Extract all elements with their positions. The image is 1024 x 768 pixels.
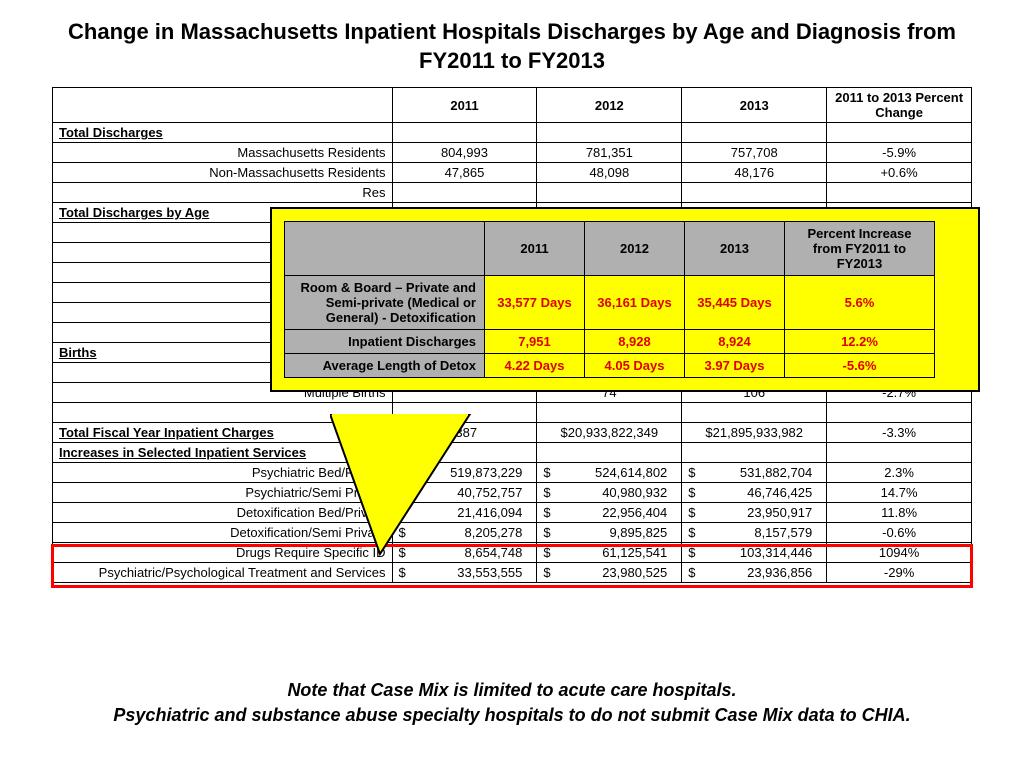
callout-cell: 12.2% bbox=[785, 330, 935, 354]
footnote: Note that Case Mix is limited to acute c… bbox=[0, 678, 1024, 728]
header-pctchg: 2011 to 2013 Percent Change bbox=[827, 88, 972, 123]
header-2012: 2012 bbox=[537, 88, 682, 123]
cell: $531,882,704 bbox=[682, 463, 827, 483]
callout-table: 2011 2012 2013 Percent Increase from FY2… bbox=[284, 221, 935, 378]
cell: 757,708 bbox=[682, 143, 827, 163]
cell: -3.3% bbox=[827, 423, 972, 443]
row-label: Psychiatric/Psychological Treatment and … bbox=[53, 563, 393, 583]
row-label: Res bbox=[53, 183, 393, 203]
cell: 781,351 bbox=[537, 143, 682, 163]
cell: $23,950,917 bbox=[682, 503, 827, 523]
callout-cell: 33,577 Days bbox=[485, 276, 585, 330]
cell: 47,865 bbox=[392, 163, 537, 183]
header-blank bbox=[53, 88, 393, 123]
cell: $33,553,555 bbox=[392, 563, 537, 583]
cell: 48,098 bbox=[537, 163, 682, 183]
callout-h2013: 2013 bbox=[685, 222, 785, 276]
cell: $524,614,802 bbox=[537, 463, 682, 483]
cell: +0.6% bbox=[827, 163, 972, 183]
callout-blank bbox=[285, 222, 485, 276]
cell: $23,980,525 bbox=[537, 563, 682, 583]
callout-cell: 4.22 Days bbox=[485, 354, 585, 378]
cell: $21,895,933,982 bbox=[682, 423, 827, 443]
header-2013: 2013 bbox=[682, 88, 827, 123]
row-label: Massachusetts Residents bbox=[53, 143, 393, 163]
callout-r1-label: Room & Board – Private and Semi-private … bbox=[285, 276, 485, 330]
cell: 48,176 bbox=[682, 163, 827, 183]
callout-cell: 8,928 bbox=[585, 330, 685, 354]
page-title: Change in Massachusetts Inpatient Hospit… bbox=[0, 0, 1024, 87]
callout-box: 2011 2012 2013 Percent Increase from FY2… bbox=[270, 207, 980, 392]
cell: $46,746,425 bbox=[682, 483, 827, 503]
callout-cell: 3.97 Days bbox=[685, 354, 785, 378]
cell: 2.3% bbox=[827, 463, 972, 483]
section-total-discharges: Total Discharges bbox=[53, 123, 393, 143]
footnote-line1: Note that Case Mix is limited to acute c… bbox=[0, 678, 1024, 703]
callout-h2011: 2011 bbox=[485, 222, 585, 276]
cell: -29% bbox=[827, 563, 972, 583]
callout-r3-label: Average Length of Detox bbox=[285, 354, 485, 378]
callout-cell: 7,951 bbox=[485, 330, 585, 354]
row-label: Non-Massachusetts Residents bbox=[53, 163, 393, 183]
cell: $20,933,822,349 bbox=[537, 423, 682, 443]
cell: $8,157,579 bbox=[682, 523, 827, 543]
callout-cell: 35,445 Days bbox=[685, 276, 785, 330]
cell: $103,314,446 bbox=[682, 543, 827, 563]
cell: 11.8% bbox=[827, 503, 972, 523]
cell: 1094% bbox=[827, 543, 972, 563]
header-2011: 2011 bbox=[392, 88, 537, 123]
cell: 804,993 bbox=[392, 143, 537, 163]
cell: -5.9% bbox=[827, 143, 972, 163]
callout-hpct: Percent Increase from FY2011 to FY2013 bbox=[785, 222, 935, 276]
callout-cell: 36,161 Days bbox=[585, 276, 685, 330]
callout-cell: 5.6% bbox=[785, 276, 935, 330]
cell: 14.7% bbox=[827, 483, 972, 503]
cell: $22,956,404 bbox=[537, 503, 682, 523]
callout-h2012: 2012 bbox=[585, 222, 685, 276]
callout-cell: 4.05 Days bbox=[585, 354, 685, 378]
footnote-line2: Psychiatric and substance abuse specialt… bbox=[0, 703, 1024, 728]
callout-cell: 8,924 bbox=[685, 330, 785, 354]
callout-tail-icon bbox=[330, 414, 490, 564]
cell: $23,936,856 bbox=[682, 563, 827, 583]
cell: -0.6% bbox=[827, 523, 972, 543]
cell: $61,125,541 bbox=[537, 543, 682, 563]
callout-cell: -5.6% bbox=[785, 354, 935, 378]
cell: $40,980,932 bbox=[537, 483, 682, 503]
cell: $9,895,825 bbox=[537, 523, 682, 543]
callout-r2-label: Inpatient Discharges bbox=[285, 330, 485, 354]
